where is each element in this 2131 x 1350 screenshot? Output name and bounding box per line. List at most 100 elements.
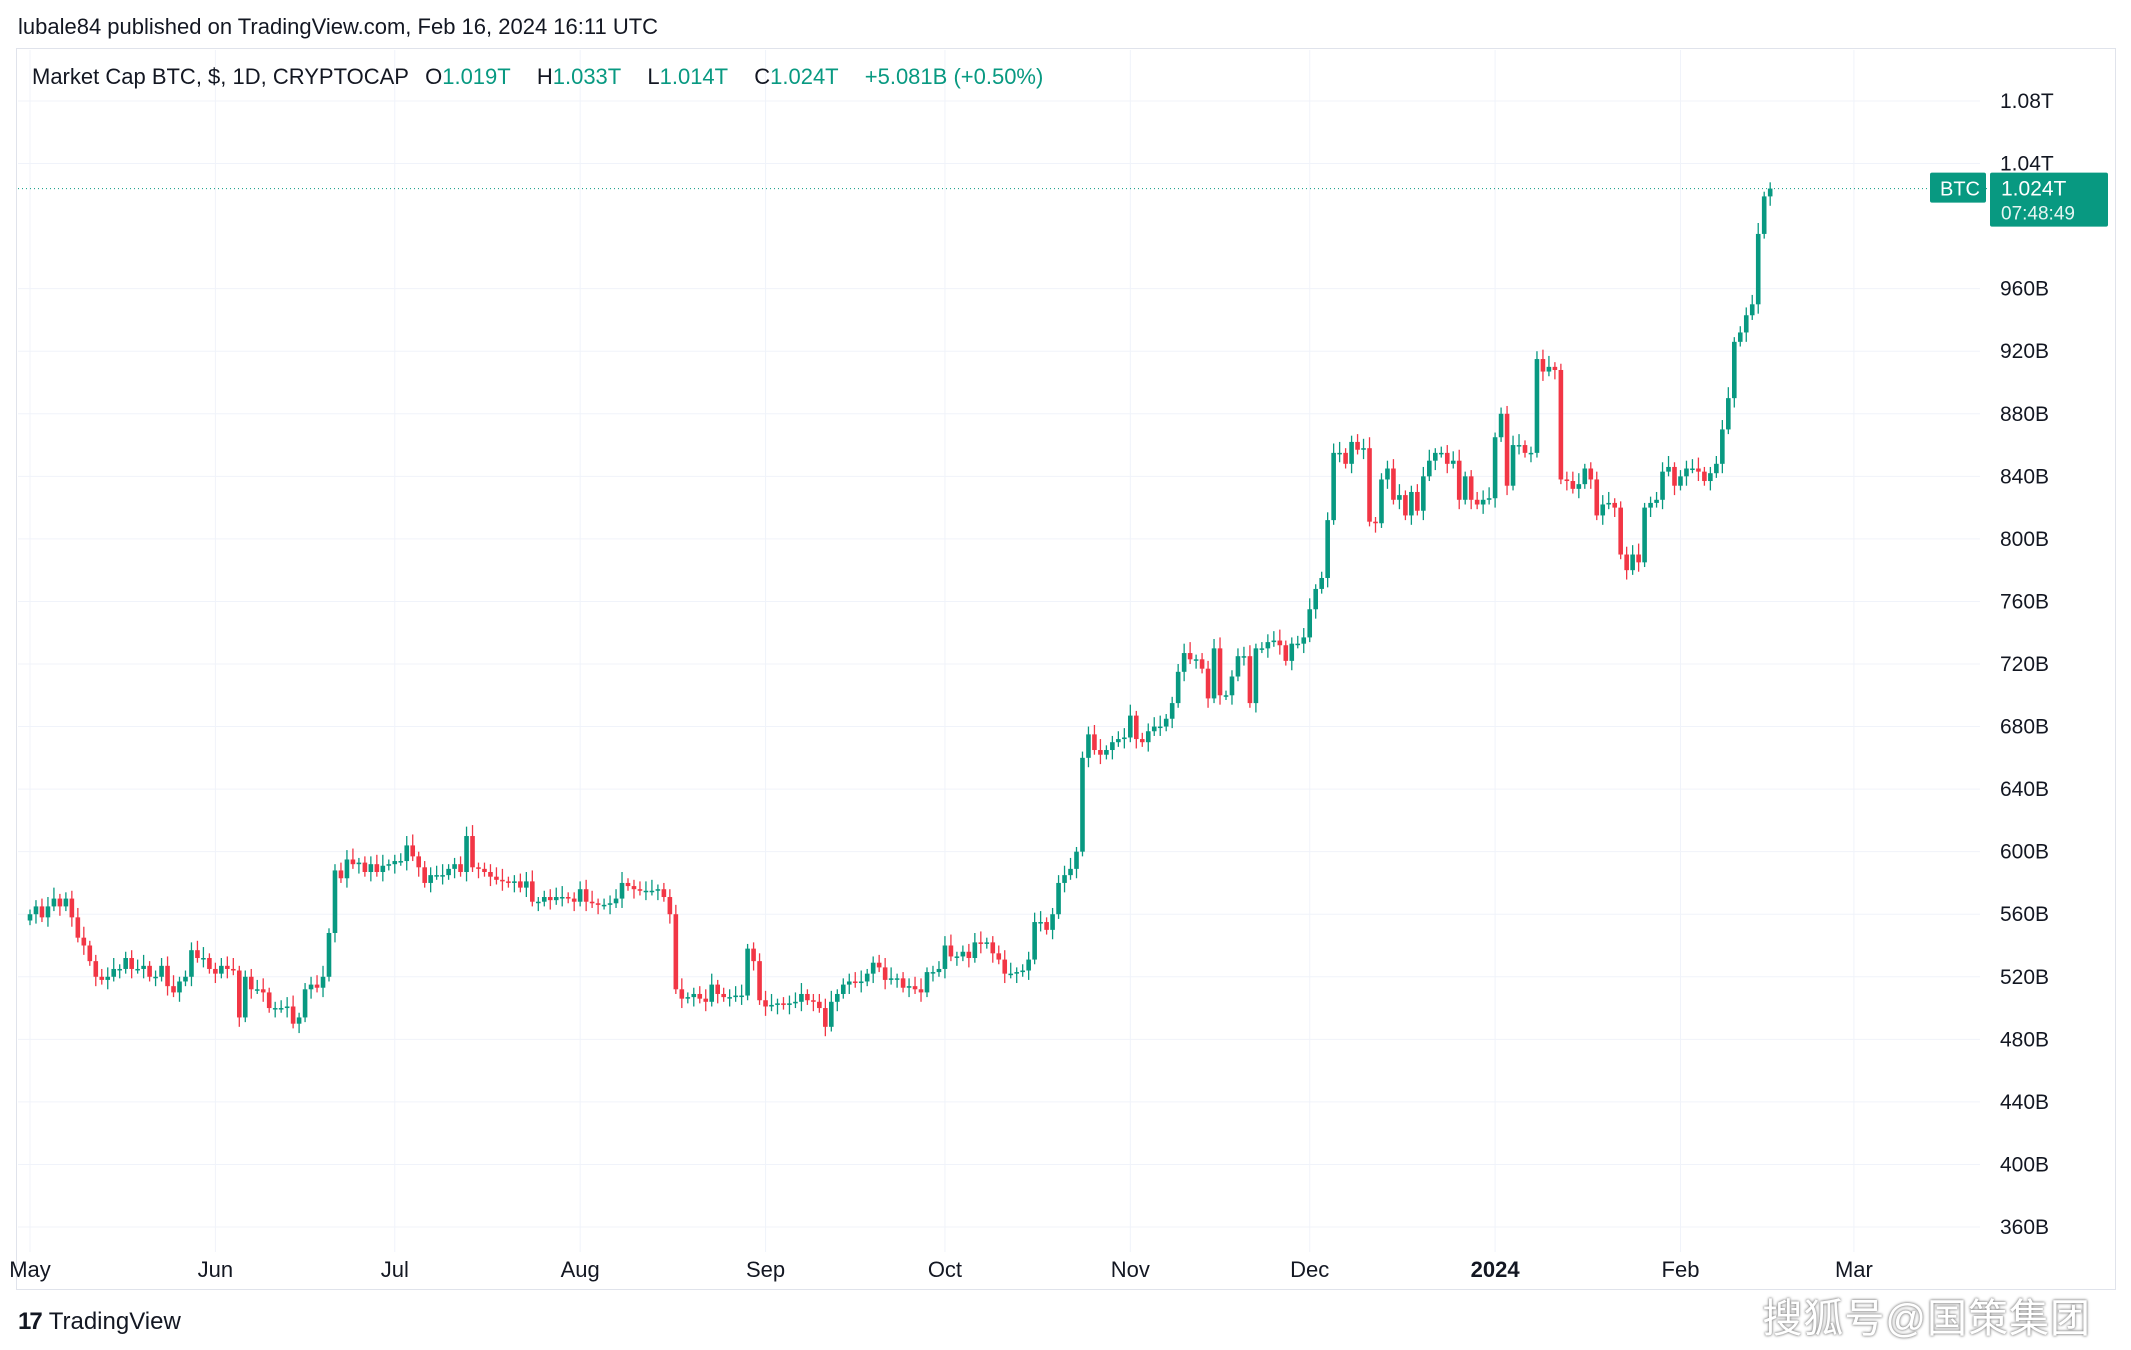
candle-body: [1504, 413, 1510, 486]
y-tick-label: 760B: [2000, 590, 2049, 613]
y-tick-label: 880B: [2000, 403, 2049, 426]
candle-body: [404, 845, 410, 862]
y-tick-label: 440B: [2000, 1091, 2049, 1114]
tradingview-logo[interactable]: 17 TradingView: [18, 1308, 181, 1336]
chart-frame[interactable]: [16, 48, 2116, 1290]
candle-body: [75, 917, 81, 938]
candle-body: [846, 981, 852, 985]
candle-body: [966, 951, 972, 959]
candle-body: [183, 976, 188, 982]
candle-body: [1642, 507, 1647, 563]
candle-body: [1666, 466, 1671, 472]
candle-body: [105, 976, 111, 980]
candle-body: [1743, 315, 1749, 333]
legend-high: H1.033T: [536, 64, 622, 89]
candle-body: [237, 970, 242, 1018]
candle-body: [679, 989, 685, 999]
candle-body: [1139, 739, 1145, 743]
candle-body: [1032, 922, 1037, 960]
candle-body: [266, 992, 272, 1009]
candle-body: [1761, 196, 1767, 234]
candle-body: [1355, 441, 1360, 450]
y-tick-label: 600B: [2000, 841, 2049, 864]
candle-body: [302, 989, 308, 1018]
candle-body: [1391, 468, 1396, 500]
y-tick-label: 360B: [2000, 1216, 2049, 1239]
candle-body: [254, 989, 260, 991]
candle-body: [1403, 495, 1408, 516]
candle-body: [1229, 676, 1235, 696]
candle-body: [1415, 491, 1420, 511]
watermark: 搜狐号@国策集团: [1762, 1297, 2091, 1341]
candle-body: [1702, 471, 1707, 482]
candle-body: [924, 972, 930, 993]
candle-body: [1409, 491, 1414, 516]
y-tick-label: 640B: [2000, 778, 2049, 801]
price-tag-value: 1.024T: [2001, 178, 2067, 201]
x-tick-label: May: [9, 1257, 51, 1282]
candle-body: [1122, 737, 1127, 740]
candle-body: [1217, 648, 1223, 696]
candle-body: [1373, 521, 1378, 524]
candle-body: [954, 956, 960, 958]
published-note: lubale84 published on TradingView.com, F…: [18, 14, 659, 39]
candle-body: [470, 836, 475, 868]
legend-open: O1.019T: [425, 64, 511, 89]
candle-body: [63, 898, 69, 907]
candle-body: [906, 986, 912, 988]
candle-body: [368, 864, 374, 872]
x-tick-label: Jul: [381, 1257, 409, 1282]
candle-body: [643, 890, 649, 893]
candle-body: [799, 993, 804, 1002]
candle-body: [374, 864, 380, 872]
legend-change: +5.081B (+0.50%): [864, 64, 1044, 89]
candle-body: [1618, 507, 1623, 555]
candle-body: [410, 845, 416, 857]
candle-body: [1271, 640, 1277, 643]
candle-body: [595, 903, 601, 905]
candle-body: [571, 898, 577, 902]
candle-body: [536, 901, 541, 904]
legend-symbol[interactable]: Market Cap BTC, $, 1D, CRYPTOCAP: [32, 64, 409, 89]
candle-body: [57, 898, 63, 907]
candles: [27, 182, 1773, 1037]
candle-body: [1038, 922, 1043, 924]
candle-body: [1181, 653, 1187, 672]
candle-body: [458, 864, 463, 872]
candle-body: [763, 1000, 768, 1007]
candle-body: [123, 958, 128, 969]
price-tag: BTC 1.024T 07:48:49: [1930, 172, 2108, 227]
candle-body: [1421, 476, 1426, 511]
candle-body: [745, 948, 750, 996]
candle-body: [1433, 452, 1438, 461]
candle-body: [565, 897, 571, 899]
candle-body: [1462, 476, 1468, 500]
candle-body: [1737, 332, 1743, 342]
candle-body: [1474, 499, 1480, 505]
candle-body: [165, 965, 170, 987]
candle-body: [1008, 973, 1014, 976]
price-tag-symbol: BTC: [1940, 179, 1980, 201]
candle-body: [1247, 656, 1253, 704]
candle-body: [1265, 642, 1271, 649]
candle-body: [1582, 468, 1588, 485]
price-axis: 1.08T 1.04T 960B 920B 880B 840B 800B 760B 720B 68…: [2000, 90, 2054, 1239]
candle-body: [159, 965, 164, 977]
candle-body: [1749, 304, 1755, 316]
candle-body: [117, 968, 122, 971]
candle-body: [135, 968, 140, 971]
candle-body: [1193, 659, 1199, 661]
candle-body: [362, 862, 368, 872]
candle-body: [1259, 648, 1265, 650]
candle-body: [1636, 554, 1641, 563]
candle-body: [1349, 441, 1354, 464]
candle-body: [607, 903, 613, 905]
y-tick-label: 680B: [2000, 716, 2049, 739]
candle-body: [278, 1008, 284, 1010]
candle-body: [1157, 726, 1163, 729]
y-tick-label: 400B: [2000, 1153, 2049, 1176]
candle-body: [1660, 471, 1665, 500]
candle-body: [33, 906, 39, 915]
candle-body: [1450, 460, 1456, 464]
